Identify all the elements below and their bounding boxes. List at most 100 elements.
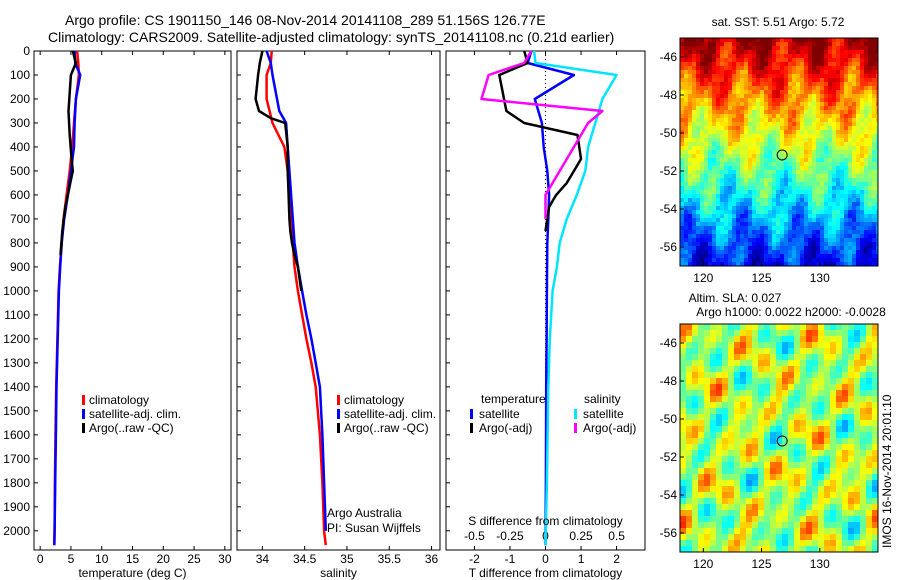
heatmap-cell bbox=[720, 74, 725, 79]
heatmap-cell bbox=[836, 456, 843, 463]
heatmap-cell bbox=[856, 70, 861, 75]
heatmap-cell bbox=[768, 150, 773, 155]
heatmap-cell bbox=[684, 110, 689, 115]
heatmap-cell bbox=[818, 426, 825, 433]
heatmap-cell bbox=[780, 142, 785, 147]
heatmap-cell bbox=[794, 390, 801, 397]
heatmap-cell bbox=[740, 158, 745, 163]
heatmap-cell bbox=[770, 336, 777, 343]
heatmap-cell bbox=[698, 438, 705, 445]
heatmap-cell bbox=[710, 498, 717, 505]
heatmap-cell bbox=[820, 122, 825, 127]
heatmap-cell bbox=[840, 126, 845, 131]
heatmap-cell bbox=[872, 522, 879, 529]
heatmap-cell bbox=[840, 194, 845, 199]
heatmap-cell bbox=[724, 110, 729, 115]
heatmap-cell bbox=[856, 150, 861, 155]
heatmap-cell bbox=[864, 154, 869, 159]
heatmap-cell bbox=[692, 408, 699, 415]
heatmap-cell bbox=[804, 150, 809, 155]
heatmap-cell bbox=[732, 186, 737, 191]
heatmap-cell bbox=[732, 46, 737, 51]
heatmap-cell bbox=[824, 198, 829, 203]
heatmap-cell bbox=[836, 94, 841, 99]
heatmap-cell bbox=[780, 74, 785, 79]
heatmap-cell bbox=[796, 66, 801, 71]
heatmap-cell bbox=[722, 414, 729, 421]
depth-tick-label: 500 bbox=[10, 164, 30, 178]
heatmap-cell bbox=[796, 138, 801, 143]
heatmap-cell bbox=[724, 194, 729, 199]
heatmap-cell bbox=[716, 450, 723, 457]
heatmap-cell bbox=[716, 242, 721, 247]
heatmap-cell bbox=[836, 142, 841, 147]
heatmap-cell bbox=[832, 78, 837, 83]
heatmap-cell bbox=[684, 170, 689, 175]
heatmap-cell bbox=[836, 230, 841, 235]
heatmap-cell bbox=[764, 158, 769, 163]
heatmap-cell bbox=[684, 202, 689, 207]
heatmap-cell bbox=[764, 206, 769, 211]
heatmap-cell bbox=[854, 426, 861, 433]
heatmap-cell bbox=[844, 94, 849, 99]
heatmap-cell bbox=[708, 262, 713, 267]
heatmap-cell bbox=[760, 86, 765, 91]
heatmap-cell bbox=[722, 426, 729, 433]
heatmap-cell bbox=[876, 246, 879, 251]
heatmap-cell bbox=[732, 210, 737, 215]
heatmap-cell bbox=[692, 58, 697, 63]
heatmap-cell bbox=[708, 142, 713, 147]
heatmap-cell bbox=[776, 198, 781, 203]
heatmap-cell bbox=[820, 206, 825, 211]
heatmap-cell bbox=[824, 360, 831, 367]
heatmap-cell bbox=[836, 324, 843, 331]
heatmap-cell bbox=[764, 238, 769, 243]
heatmap-cell bbox=[854, 504, 861, 511]
heatmap-cell bbox=[876, 82, 879, 87]
heatmap-cell bbox=[856, 162, 861, 167]
heatmap-cell bbox=[860, 114, 865, 119]
heatmap-cell bbox=[732, 110, 737, 115]
heatmap-cell bbox=[840, 250, 845, 255]
heatmap-cell bbox=[776, 372, 783, 379]
heatmap-cell bbox=[842, 336, 849, 343]
heatmap-cell bbox=[760, 222, 765, 227]
heatmap-cell bbox=[756, 218, 761, 223]
heatmap-cell bbox=[752, 414, 759, 421]
heatmap-cell bbox=[692, 94, 697, 99]
heatmap-cell bbox=[852, 186, 857, 191]
heatmap-cell bbox=[712, 254, 717, 259]
heatmap-cell bbox=[696, 214, 701, 219]
heatmap-cell bbox=[812, 492, 819, 499]
heatmap-cell bbox=[784, 50, 789, 55]
heatmap-cell bbox=[752, 516, 759, 523]
heatmap-cell bbox=[848, 522, 855, 529]
heatmap-cell bbox=[824, 432, 831, 439]
heatmap-cell bbox=[700, 54, 705, 59]
heatmap-cell bbox=[806, 516, 813, 523]
heatmap-cell bbox=[824, 150, 829, 155]
heatmap-cell bbox=[764, 150, 769, 155]
heatmap-cell bbox=[728, 138, 733, 143]
heatmap-cell bbox=[770, 486, 777, 493]
heatmap-cell bbox=[724, 178, 729, 183]
heatmap-cell bbox=[710, 324, 717, 331]
heatmap-cell bbox=[872, 474, 879, 481]
heatmap-cell bbox=[792, 198, 797, 203]
heatmap-cell bbox=[832, 54, 837, 59]
heatmap-cell bbox=[746, 342, 753, 349]
heatmap-cell bbox=[720, 98, 725, 103]
heatmap-cell bbox=[764, 360, 771, 367]
heatmap-cell bbox=[832, 178, 837, 183]
heatmap-cell bbox=[844, 238, 849, 243]
heatmap-cell bbox=[836, 426, 843, 433]
heatmap-cell bbox=[716, 462, 723, 469]
heatmap-cell bbox=[864, 222, 869, 227]
heatmap-cell bbox=[852, 58, 857, 63]
heatmap-cell bbox=[816, 142, 821, 147]
heatmap-cell bbox=[680, 134, 685, 139]
heatmap-cell bbox=[872, 110, 877, 115]
heatmap-cell bbox=[752, 372, 759, 379]
heatmap-cell bbox=[866, 516, 873, 523]
heatmap-cell bbox=[704, 178, 709, 183]
